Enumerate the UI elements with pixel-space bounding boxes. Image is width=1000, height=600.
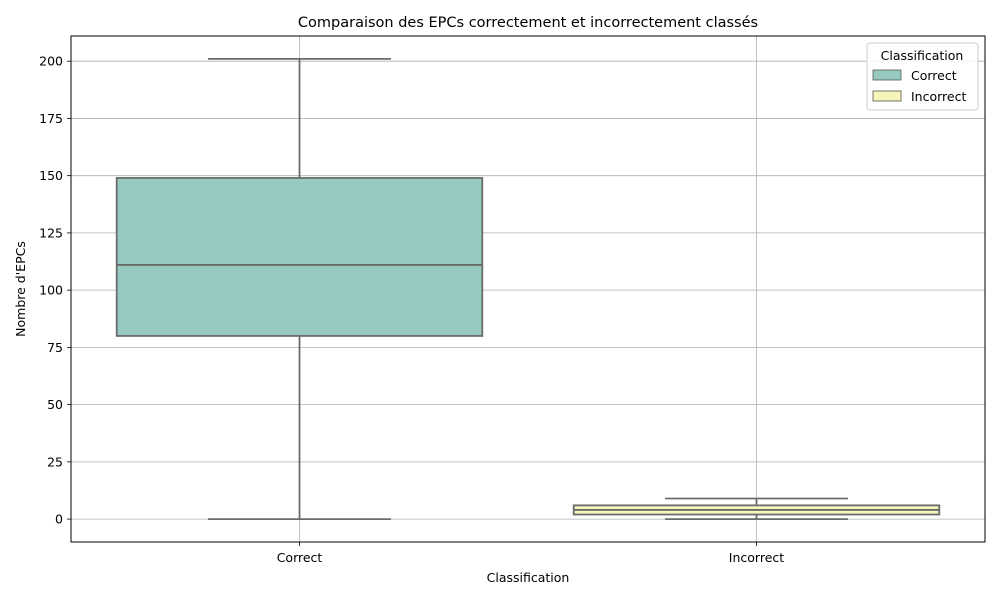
plot-frame [70,35,986,543]
x-tick-label: Correct [277,550,323,565]
chart-title: Comparaison des EPCs correctement et inc… [298,15,758,31]
box-incorrect [572,497,941,521]
y-tick-label: 25 [47,454,63,469]
y-tick-label: 200 [39,54,63,69]
box-correct [115,57,484,521]
y-tick-label: 125 [39,225,63,240]
y-tick-label: 50 [47,397,63,412]
y-axis-label: Nombre d'EPCs [13,241,28,337]
y-tick-label: 75 [47,340,63,355]
x-tick-label: Incorrect [729,550,784,565]
legend-swatch [872,90,902,102]
legend: Classification Correct Incorrect [866,42,979,111]
y-tick-label: 0 [55,512,63,527]
y-tick-label: 100 [39,283,63,298]
boxes [115,57,941,521]
x-axis-ticks: Correct Incorrect [277,542,784,565]
legend-swatch [872,69,902,81]
legend-entry-label: Correct [911,68,957,83]
y-tick-label: 150 [39,168,63,183]
x-axis-label: Classification [487,570,570,585]
legend-entries: Correct Incorrect [872,68,966,104]
legend-title: Classification [881,48,964,63]
y-tick-label: 175 [39,111,63,126]
legend-entry-label: Incorrect [911,89,966,104]
iqr-box [115,177,484,337]
y-axis-ticks: 0 25 50 75 100 125 150 175 200 [39,54,71,527]
